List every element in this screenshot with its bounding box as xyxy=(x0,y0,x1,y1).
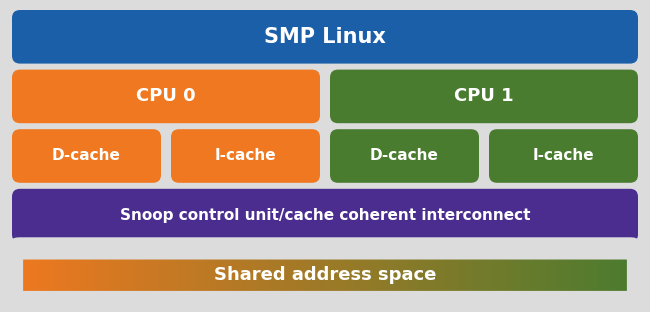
Text: D-cache: D-cache xyxy=(370,149,439,163)
FancyBboxPatch shape xyxy=(330,70,638,123)
Text: I-cache: I-cache xyxy=(214,149,276,163)
Text: CPU 0: CPU 0 xyxy=(136,87,196,105)
FancyBboxPatch shape xyxy=(12,129,161,183)
Text: SMP Linux: SMP Linux xyxy=(264,27,386,47)
FancyBboxPatch shape xyxy=(171,129,320,183)
Text: Snoop control unit/cache coherent interconnect: Snoop control unit/cache coherent interc… xyxy=(120,208,530,223)
Text: CPU 1: CPU 1 xyxy=(454,87,514,105)
FancyBboxPatch shape xyxy=(330,129,479,183)
FancyBboxPatch shape xyxy=(489,129,638,183)
Text: Shared address space: Shared address space xyxy=(214,266,436,284)
Text: D-cache: D-cache xyxy=(52,149,121,163)
FancyBboxPatch shape xyxy=(12,10,638,64)
Text: I-cache: I-cache xyxy=(533,149,594,163)
FancyBboxPatch shape xyxy=(12,189,638,242)
FancyBboxPatch shape xyxy=(12,70,320,123)
